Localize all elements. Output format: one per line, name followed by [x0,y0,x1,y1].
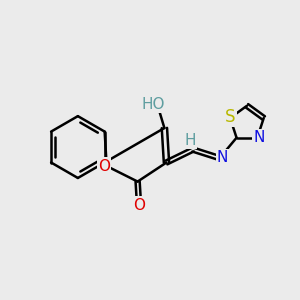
Text: H: H [184,133,196,148]
Text: O: O [98,159,110,174]
Text: S: S [225,107,236,125]
Text: N: N [253,130,265,145]
Text: N: N [217,150,228,165]
Text: O: O [133,198,145,213]
Text: HO: HO [142,97,165,112]
